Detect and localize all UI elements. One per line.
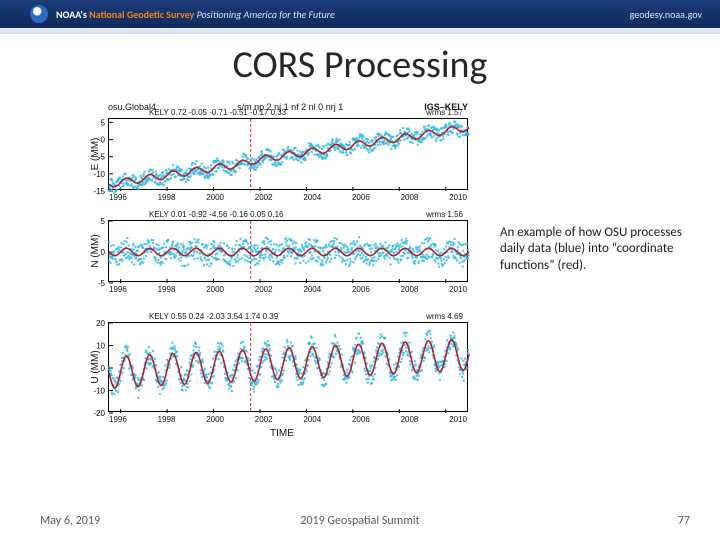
svg-text:5: 5 <box>101 217 106 226</box>
panel-N: N (MM)KELY 0.01 -0.92 -4.56 -0.16 0.05 0… <box>108 220 468 282</box>
xticks-E: 19961998200020022004200620082010 <box>109 193 467 202</box>
svg-text:-15: -15 <box>93 187 105 196</box>
y-axis-label-N: N (MM) <box>90 234 101 267</box>
svg-text:0: 0 <box>101 364 106 373</box>
x-axis-label: TIME <box>72 428 492 439</box>
svg-text:5: 5 <box>101 118 106 127</box>
svg-text:20: 20 <box>96 319 105 328</box>
footer-event: 2019 Geospatial Summit <box>0 514 720 528</box>
panel-U: U (MM)KELY 0.55 0.24 -2.03 3.54 1.74 0.3… <box>108 322 468 412</box>
wrms-U: wrms 4.69 <box>426 312 463 321</box>
slide-title: CORS Processing <box>0 42 720 88</box>
xticks-N: 19961998200020022004200620082010 <box>109 285 467 294</box>
svg-text:0: 0 <box>101 136 106 145</box>
svg-text:-20: -20 <box>93 409 105 418</box>
header-url: geodesy.noaa.gov <box>630 8 702 21</box>
header-sub-bar <box>0 28 720 34</box>
noaa-logo-icon <box>30 5 48 23</box>
svg-text:-10: -10 <box>93 170 105 179</box>
header-agency-abbrev: NOAA's <box>56 8 87 21</box>
coef-row-N: KELY 0.01 -0.92 -4.56 -0.16 0.05 0.16 <box>149 210 283 219</box>
svg-text:-5: -5 <box>98 153 106 162</box>
wrms-N: wrms 1.56 <box>426 210 463 219</box>
chart-figure: osu.Global4 s/m np 2 nj 1 nf 2 nl 0 nrj … <box>72 102 492 462</box>
footer-page: 77 <box>678 514 690 528</box>
header-tagline: Positioning America for the Future <box>197 8 335 21</box>
svg-text:-5: -5 <box>98 279 106 288</box>
coef-row-U: KELY 0.55 0.24 -2.03 3.54 1.74 0.39 <box>149 312 278 321</box>
caption-text: An example of how OSU processes daily da… <box>500 225 690 274</box>
xticks-U: 19961998200020022004200620082010 <box>109 415 467 424</box>
header-agency-name: National Geodetic Survey <box>89 8 194 21</box>
header-bar: NOAA's National Geodetic Survey Position… <box>0 0 720 28</box>
svg-text:10: 10 <box>96 342 105 351</box>
wrms-E: wrms 1.57 <box>426 108 463 117</box>
coef-row-E: KELY 0.72 -0.05 -0.71 -0.51 -0.17 0.33 <box>149 108 286 117</box>
svg-text:-10: -10 <box>93 387 105 396</box>
y-axis-label-U: U (MM) <box>90 350 101 383</box>
panel-E: E (MM)KELY 0.72 -0.05 -0.71 -0.51 -0.17 … <box>108 118 468 190</box>
svg-text:0: 0 <box>101 248 106 257</box>
